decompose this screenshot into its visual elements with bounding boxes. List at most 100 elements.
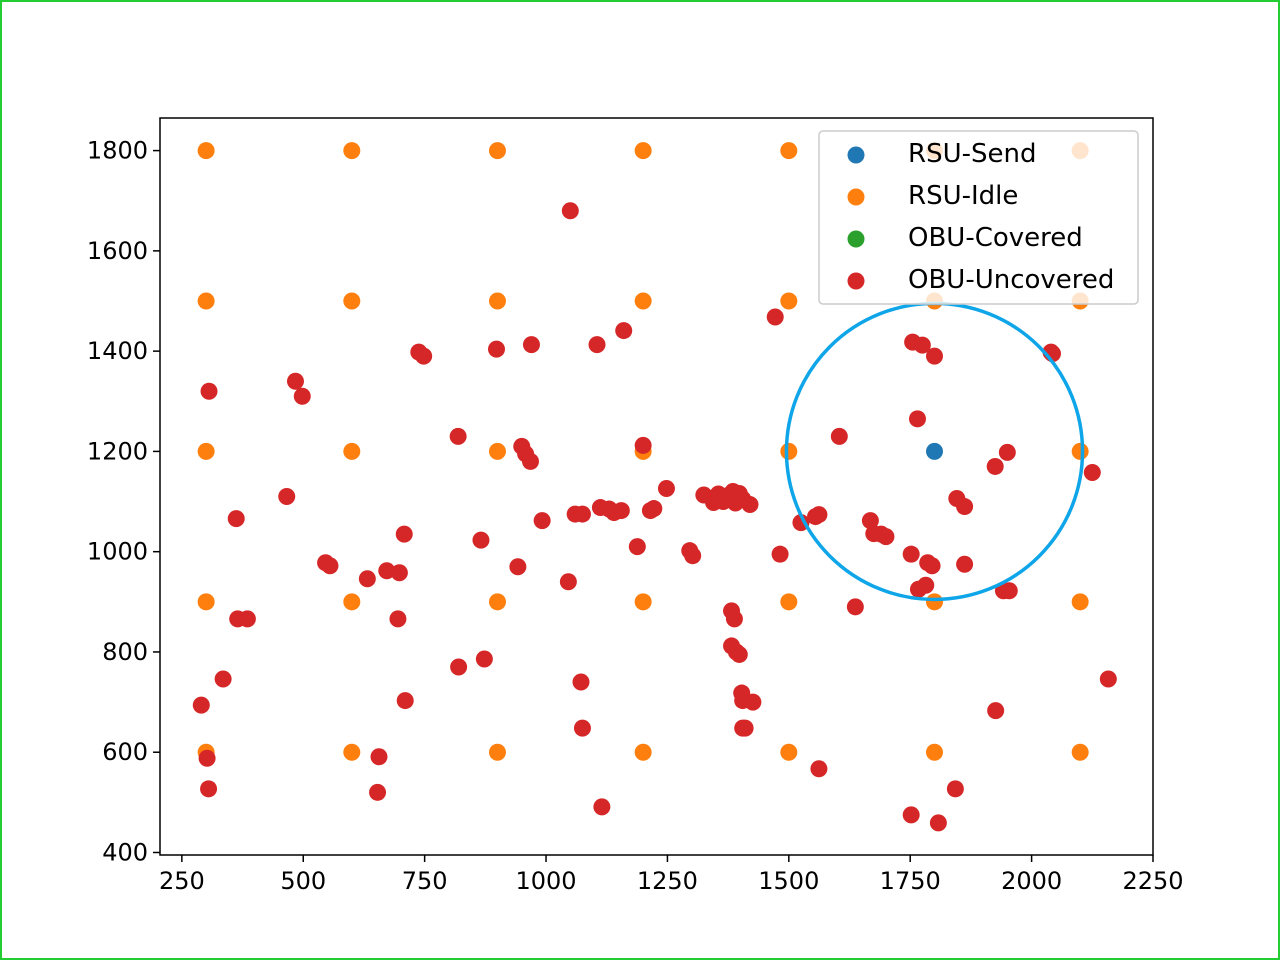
- obu-uncovered-point: [561, 202, 579, 220]
- rsu-idle-point: [925, 743, 943, 761]
- obu-uncovered-point: [395, 525, 413, 543]
- obu-uncovered-point: [1083, 463, 1101, 481]
- rsu-idle-point: [780, 743, 798, 761]
- obu-uncovered-point: [200, 382, 218, 400]
- obu-uncovered-point: [509, 558, 527, 576]
- obu-uncovered-point: [472, 531, 490, 549]
- obu-uncovered-point: [908, 410, 926, 428]
- obu-uncovered-point: [946, 780, 964, 798]
- y-tick-label: 800: [102, 638, 148, 666]
- x-tick-label: 500: [280, 867, 326, 895]
- obu-uncovered-point: [986, 457, 1004, 475]
- obu-uncovered-point: [612, 502, 630, 520]
- rsu-idle-point: [343, 292, 361, 310]
- obu-uncovered-point: [286, 372, 304, 390]
- obu-uncovered-point: [1000, 582, 1018, 600]
- obu-uncovered-point: [771, 545, 789, 563]
- rsu-idle-point: [780, 292, 798, 310]
- x-tick-label: 2000: [1001, 867, 1062, 895]
- obu-uncovered-point: [741, 496, 759, 514]
- y-tick-label: 1600: [87, 237, 148, 265]
- obu-uncovered-point: [902, 806, 920, 824]
- obu-uncovered-point: [572, 673, 590, 691]
- obu-uncovered-point: [593, 798, 611, 816]
- rsu-idle-point: [1071, 743, 1089, 761]
- obu-uncovered-point: [846, 598, 864, 616]
- x-tick-label: 2250: [1122, 867, 1183, 895]
- rsu-idle-point: [343, 743, 361, 761]
- obu-uncovered-point: [998, 443, 1016, 461]
- rsu-idle-point: [925, 593, 943, 611]
- axis-ticks: 250 500 750 1000 1250 1500 1750 2000 2250 400 600 8…: [87, 137, 1184, 895]
- rsu-idle-point: [780, 442, 798, 460]
- rsu-idle-point: [634, 743, 652, 761]
- obu-uncovered-point: [923, 557, 941, 575]
- obu-uncovered-point: [917, 576, 935, 594]
- y-tick-label: 1400: [87, 337, 148, 365]
- obu-uncovered-point: [198, 749, 216, 767]
- obu-uncovered-point: [810, 506, 828, 524]
- legend-label: RSU-Idle: [908, 181, 1018, 211]
- obu-uncovered-point: [766, 308, 784, 326]
- obu-uncovered-point: [684, 547, 702, 565]
- obu-uncovered-point: [925, 347, 943, 365]
- rsu-idle-point: [197, 442, 215, 460]
- rsu-idle-point: [197, 593, 215, 611]
- rsu-idle-point: [634, 142, 652, 160]
- obu-uncovered-point: [861, 512, 879, 530]
- obu-uncovered-point: [321, 557, 339, 575]
- obu-uncovered-point: [902, 545, 920, 563]
- rsu-idle-point: [488, 743, 506, 761]
- rsu-idle-point: [780, 593, 798, 611]
- legend-marker: [847, 272, 865, 290]
- x-tick-label: 1500: [758, 867, 819, 895]
- legend-label: OBU-Uncovered: [908, 265, 1114, 295]
- x-tick-label: 1750: [880, 867, 941, 895]
- obu-uncovered-point: [913, 336, 931, 354]
- rsu-idle-point: [1071, 442, 1089, 460]
- obu-uncovered-point: [736, 719, 754, 737]
- obu-uncovered-point: [929, 814, 947, 832]
- rsu-idle-point: [634, 292, 652, 310]
- obu-uncovered-point: [628, 538, 646, 556]
- plot-frame: [159, 117, 1154, 856]
- obu-uncovered-point: [588, 336, 606, 354]
- y-tick-label: 1000: [87, 538, 148, 566]
- obu-uncovered-point: [238, 610, 256, 628]
- obu-uncovered-point: [730, 645, 748, 663]
- legend-marker: [847, 188, 865, 206]
- obu-uncovered-point: [559, 573, 577, 591]
- obu-uncovered-point: [369, 783, 387, 801]
- legend: RSU-Send RSU-Idle OBU-Covered OBU-Uncovered: [818, 130, 1139, 305]
- obu-uncovered-point: [378, 562, 396, 580]
- obu-uncovered-point: [415, 347, 433, 365]
- x-tick-label: 750: [402, 867, 448, 895]
- rsu-idle-point: [488, 442, 506, 460]
- x-tick-label: 250: [159, 867, 205, 895]
- obu-uncovered-point: [573, 505, 591, 523]
- obu-uncovered-point: [450, 658, 468, 676]
- obu-uncovered-point: [370, 748, 388, 766]
- obu-uncovered-point: [358, 570, 376, 588]
- x-tick-label: 1000: [515, 867, 576, 895]
- y-tick-label: 1200: [87, 437, 148, 465]
- obu-uncovered-point: [475, 650, 493, 668]
- obu-uncovered-point: [634, 436, 652, 454]
- obu-uncovered-point: [389, 610, 407, 628]
- rsu-idle-point: [197, 292, 215, 310]
- obu-uncovered-point: [192, 696, 210, 714]
- points-layer: [192, 142, 1117, 832]
- obu-uncovered-point: [744, 693, 762, 711]
- y-tick-label: 1800: [87, 137, 148, 165]
- obu-uncovered-point: [533, 512, 551, 530]
- rsu-idle-point: [488, 142, 506, 160]
- obu-uncovered-point: [227, 510, 245, 528]
- obu-uncovered-point: [725, 610, 743, 628]
- rsu-send-point: [925, 442, 943, 460]
- obu-uncovered-point: [390, 564, 408, 582]
- rsu-idle-point: [634, 593, 652, 611]
- obu-uncovered-point: [877, 528, 895, 546]
- legend-label: RSU-Send: [908, 139, 1036, 169]
- rsu-idle-point: [343, 442, 361, 460]
